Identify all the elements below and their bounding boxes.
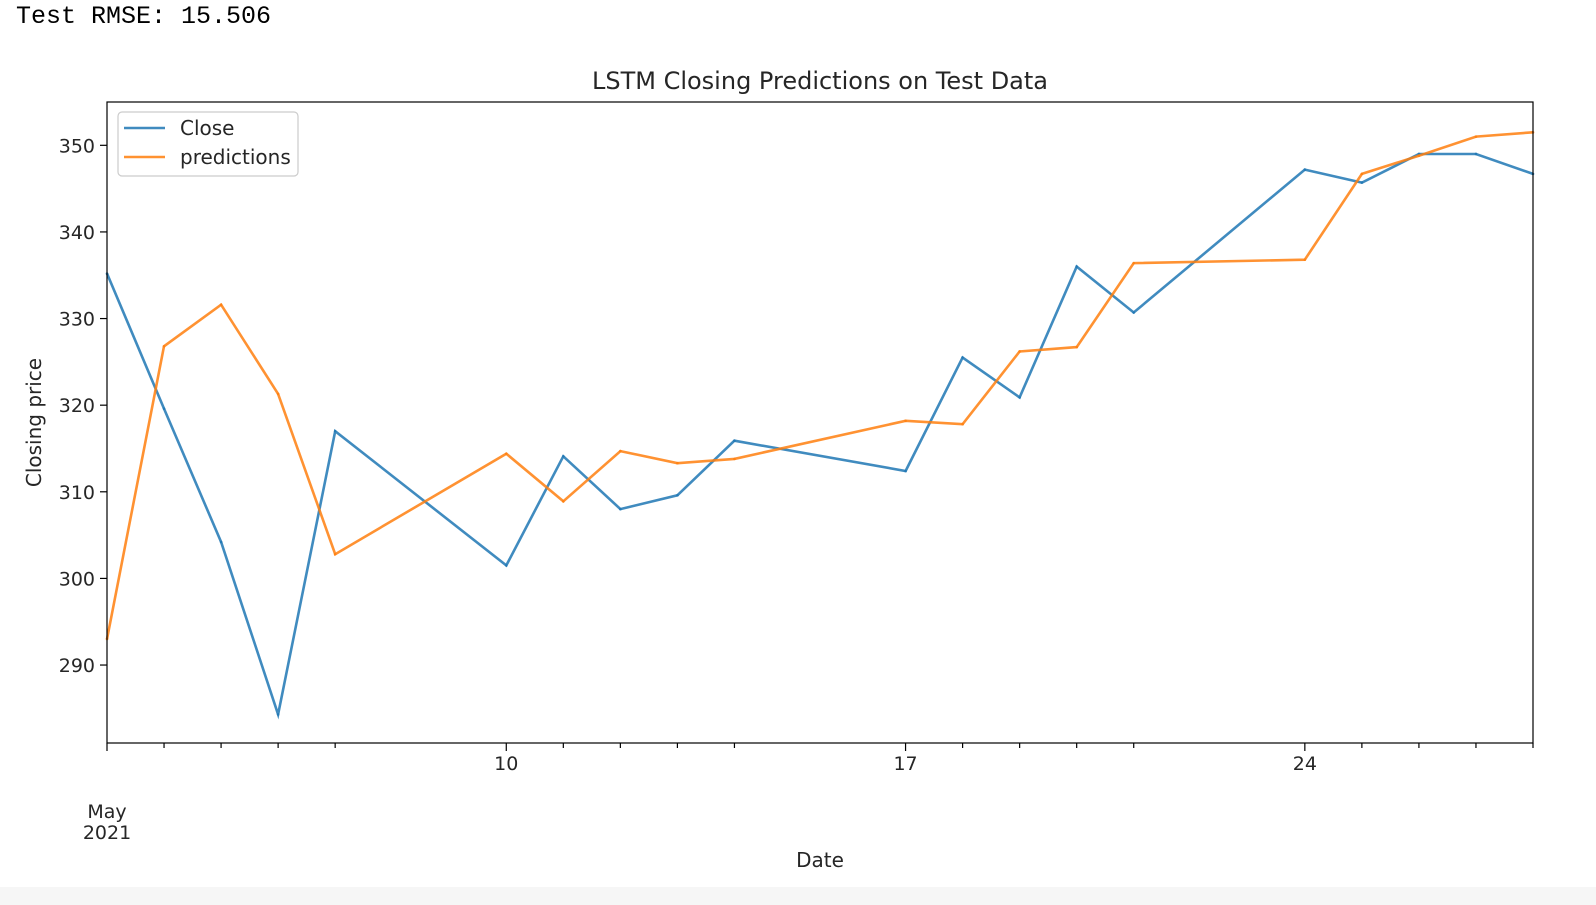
data-point (504, 564, 508, 567)
data-point (1303, 258, 1307, 261)
data-point (162, 407, 166, 410)
y-tick-label: 340 (59, 222, 95, 244)
data-point (619, 449, 622, 453)
y-tick-label: 310 (59, 482, 95, 504)
y-tick-label: 320 (59, 395, 95, 417)
data-point (1360, 172, 1364, 176)
data-point (961, 356, 964, 359)
data-point (676, 461, 679, 465)
y-tick-label: 350 (59, 135, 95, 157)
legend-label: Close (180, 116, 234, 140)
data-point (333, 552, 337, 556)
data-point (1474, 135, 1478, 138)
data-point (1075, 265, 1078, 268)
rmse-output: Test RMSE: 15.506 (16, 2, 272, 31)
data-point (733, 457, 736, 461)
x-start-month-label: May (87, 801, 126, 823)
data-point (904, 469, 907, 473)
data-point (333, 429, 337, 433)
x-tick-label: 24 (1293, 753, 1317, 775)
data-point (562, 500, 565, 503)
x-tick-label: 10 (494, 753, 518, 775)
data-point (733, 439, 736, 442)
data-point (1132, 311, 1136, 314)
y-tick-label: 290 (59, 655, 95, 677)
series-layer (105, 131, 1535, 720)
data-point (276, 392, 280, 396)
data-point (162, 344, 166, 348)
data-point (219, 303, 223, 306)
y-tick-label: 330 (59, 309, 95, 331)
x-start-year-label: 2021 (83, 822, 131, 844)
data-point (961, 422, 964, 426)
data-point (1303, 168, 1307, 171)
series-line-Close (105, 152, 1534, 720)
output-bottom-strip (0, 887, 1596, 905)
data-point (219, 540, 223, 544)
data-point (1417, 154, 1421, 158)
data-point (619, 507, 622, 511)
series-Close (105, 152, 1535, 720)
data-point (504, 452, 508, 455)
chart-title: LSTM Closing Predictions on Test Data (592, 67, 1048, 95)
series-line-predictions (105, 131, 1534, 640)
data-point (1132, 261, 1136, 265)
data-point (1018, 396, 1021, 399)
data-point (276, 713, 280, 716)
legend-label: predictions (180, 145, 291, 169)
data-point (904, 419, 907, 423)
data-point (1018, 350, 1021, 353)
series-predictions (105, 131, 1535, 641)
y-axis-ticks: 290 300 310 320 330 340 350 (59, 135, 107, 677)
y-tick-label: 300 (59, 568, 95, 590)
y-axis-label: Closing price (22, 358, 46, 487)
plot-frame (106, 101, 1534, 744)
legend: Close predictions (117, 111, 299, 177)
data-point (1075, 345, 1078, 349)
data-point (562, 454, 565, 458)
data-point (1360, 181, 1364, 184)
data-point (676, 493, 679, 497)
x-axis-label: Date (796, 848, 844, 872)
x-tick-label: 17 (893, 753, 917, 775)
data-point (1474, 152, 1478, 156)
